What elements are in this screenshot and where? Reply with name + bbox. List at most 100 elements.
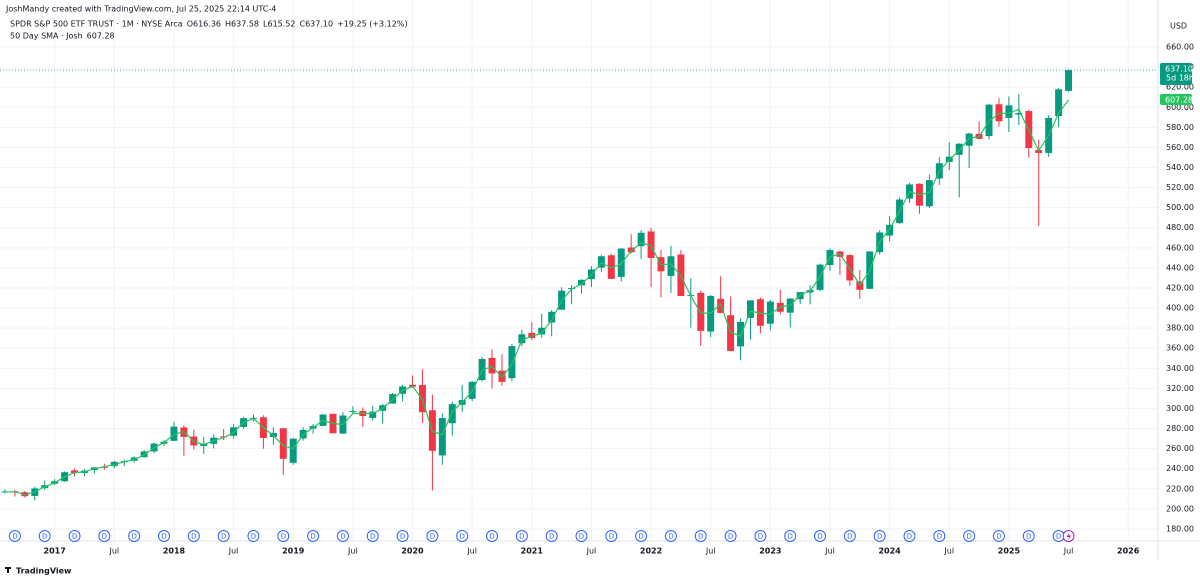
sma-line bbox=[5, 99, 1069, 496]
dividend-icon bbox=[814, 530, 827, 542]
x-tick-label: 2017 bbox=[44, 547, 66, 556]
dividend-letter: D bbox=[668, 533, 673, 541]
dividend-letter: D bbox=[221, 533, 226, 541]
ohlc-value: 616.36 bbox=[193, 20, 221, 29]
dividend-letter: D bbox=[42, 533, 47, 541]
footer: TradingView bbox=[16, 567, 72, 576]
candle-body bbox=[279, 428, 287, 459]
candle-body bbox=[707, 296, 715, 332]
logo bbox=[5, 567, 11, 573]
dividend-letter: D bbox=[72, 533, 77, 541]
dividend-icon bbox=[724, 530, 737, 542]
dividend-letter: D bbox=[788, 533, 793, 541]
x-tick-label: Jul bbox=[586, 547, 597, 556]
candle-body bbox=[766, 301, 774, 324]
ohlc-letter: H bbox=[225, 20, 231, 29]
x-tick-label: Jul bbox=[466, 547, 477, 556]
y-tick-label: 520.00 bbox=[1166, 183, 1194, 192]
dividend-icon bbox=[366, 530, 379, 542]
dividend-letter: D bbox=[430, 533, 435, 541]
candle-body bbox=[637, 232, 645, 247]
candle-body bbox=[220, 436, 228, 438]
candle-body bbox=[955, 143, 963, 155]
candle-body bbox=[578, 279, 585, 286]
y-tick-label: 340.00 bbox=[1166, 364, 1194, 373]
countdown: 5d 18h bbox=[1166, 74, 1194, 83]
dividend-letter: D bbox=[937, 533, 942, 541]
dividend-icon bbox=[307, 530, 320, 542]
x-tick-label: Jul bbox=[943, 547, 954, 556]
candle-body bbox=[886, 224, 894, 236]
candle-body bbox=[518, 334, 526, 344]
dividend-icon bbox=[605, 530, 618, 542]
dividend-icon bbox=[98, 530, 111, 542]
dividend-letter: D bbox=[966, 533, 971, 541]
dividend-icon bbox=[486, 530, 499, 542]
y-tick-label: 300.00 bbox=[1166, 404, 1194, 413]
y-tick-label: 560.00 bbox=[1166, 143, 1194, 152]
dividend-letter: D bbox=[12, 533, 17, 541]
dividend-icon bbox=[247, 530, 260, 542]
candle-body bbox=[1, 491, 9, 493]
dividend-letter: D bbox=[340, 533, 345, 541]
dividend-icon bbox=[992, 530, 1005, 542]
candle-body bbox=[538, 327, 546, 335]
price-tag bbox=[1160, 63, 1192, 86]
dividend-letter: D bbox=[191, 533, 196, 541]
x-tick-label: Jul bbox=[108, 547, 119, 556]
dividend-letter: D bbox=[817, 533, 822, 541]
x-tick-label: 2022 bbox=[640, 547, 662, 556]
candle-body bbox=[369, 411, 377, 418]
candle-body bbox=[627, 247, 635, 253]
candle-body bbox=[597, 256, 605, 268]
price-tag-label: 637.10 bbox=[1165, 65, 1193, 74]
y-tick-label: 540.00 bbox=[1166, 163, 1194, 172]
candle-body bbox=[647, 231, 655, 258]
ohlc-letter: O bbox=[187, 20, 193, 29]
dividend-icon bbox=[396, 530, 409, 542]
candle-body bbox=[1065, 70, 1073, 91]
attribution: JoshMandy created with TradingView.com, … bbox=[5, 5, 276, 14]
plot bbox=[1, 69, 1073, 501]
x-tick-label: Jul bbox=[347, 547, 358, 556]
dividend-icon bbox=[336, 530, 349, 542]
dividend-letter: D bbox=[698, 533, 703, 541]
y-tick-label: 600.00 bbox=[1166, 103, 1194, 112]
dividend-icon bbox=[694, 530, 707, 542]
dividend-letter: D bbox=[281, 533, 286, 541]
dividend-icon bbox=[187, 530, 200, 542]
y-tick-label: 180.00 bbox=[1166, 524, 1194, 533]
dividend-letter: D bbox=[758, 533, 763, 541]
candle-body bbox=[528, 332, 536, 339]
y-tick-label: 280.00 bbox=[1166, 424, 1194, 433]
lightning-icon bbox=[1066, 532, 1072, 541]
y-tick-label: 660.00 bbox=[1166, 43, 1194, 52]
candle-body bbox=[110, 461, 118, 467]
dividend-letter: D bbox=[460, 533, 465, 541]
dividend-letter: D bbox=[996, 533, 1001, 541]
dividend-icon bbox=[545, 530, 558, 542]
candle-body bbox=[478, 358, 486, 381]
dividend-letter: D bbox=[728, 533, 733, 541]
dividend-icon bbox=[873, 530, 886, 542]
y-tick-label: 380.00 bbox=[1166, 324, 1194, 333]
sma-tag bbox=[1160, 93, 1192, 105]
y-tick-label: 480.00 bbox=[1166, 223, 1194, 232]
change-value: +19.25 (+3.12%) bbox=[337, 20, 408, 29]
candle-body bbox=[498, 370, 506, 382]
dividend-icon bbox=[158, 530, 171, 542]
ohlc-letter: L bbox=[263, 20, 268, 29]
y-tick-label: 500.00 bbox=[1166, 203, 1194, 212]
x-tick-label: 2021 bbox=[521, 547, 544, 556]
y-tick-label: 580.00 bbox=[1166, 123, 1194, 132]
x-tick-label: 2020 bbox=[401, 547, 424, 556]
dividend-icon bbox=[903, 530, 916, 542]
candle-body bbox=[746, 300, 754, 319]
dividend-letter: D bbox=[400, 533, 405, 541]
sma-legend: 50 Day SMA · Josh bbox=[10, 32, 83, 41]
candle-body bbox=[667, 256, 675, 276]
dividend-icon bbox=[1022, 530, 1035, 542]
grid bbox=[0, 0, 1158, 541]
ohlc-value: 637.58 bbox=[231, 20, 259, 29]
